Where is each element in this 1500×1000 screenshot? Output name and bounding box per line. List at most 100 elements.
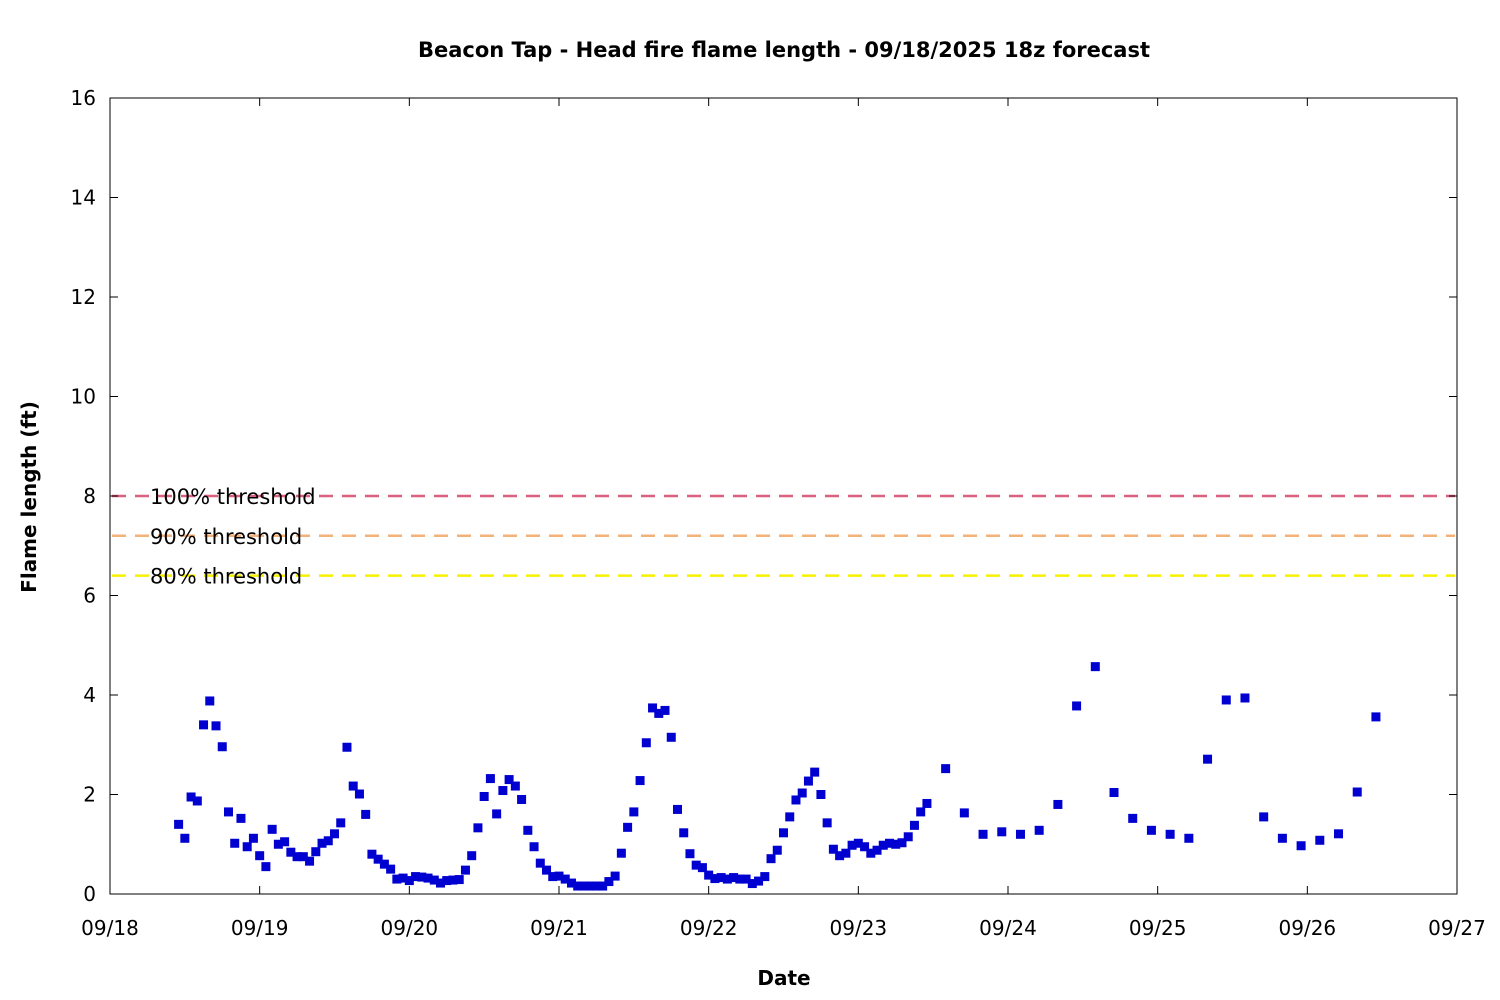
data-point: [330, 829, 339, 839]
data-point: [454, 875, 464, 885]
data-point: [336, 818, 346, 828]
data-point: [354, 789, 364, 799]
data-point: [641, 738, 651, 748]
data-point: [760, 872, 770, 882]
x-tick-label: 09/27: [1428, 916, 1486, 940]
data-point: [791, 795, 801, 805]
x-tick-label: 09/21: [530, 916, 588, 940]
chart-title: Beacon Tap - Head fire flame length - 09…: [418, 38, 1150, 62]
data-point: [903, 832, 913, 842]
data-point: [710, 874, 720, 884]
data-point: [323, 836, 333, 846]
data-point: [460, 865, 470, 875]
data-point: [959, 808, 969, 818]
threshold-label: 90% threshold: [150, 525, 302, 549]
data-point: [523, 825, 533, 835]
data-point: [722, 874, 732, 884]
data-point: [510, 781, 520, 791]
data-point: [174, 819, 184, 829]
data-point: [504, 775, 514, 785]
y-tick-label: 0: [83, 882, 96, 906]
plot-frame: [109, 97, 1458, 895]
data-point: [1240, 693, 1250, 703]
data-point: [916, 807, 926, 817]
data-point: [585, 881, 595, 891]
data-point: [1371, 712, 1381, 722]
data-point: [1128, 813, 1138, 823]
data-point: [766, 854, 776, 864]
data-point: [660, 705, 670, 715]
data-point: [398, 873, 408, 883]
data-point: [1015, 829, 1025, 839]
data-point: [610, 871, 620, 881]
data-point: [1072, 701, 1082, 711]
data-point: [735, 874, 745, 884]
data-point: [1352, 787, 1362, 797]
data-point: [317, 838, 327, 848]
y-tick-label: 16: [71, 86, 96, 110]
data-point: [629, 807, 639, 817]
data-point: [273, 839, 283, 849]
data-point: [436, 878, 446, 888]
data-point: [548, 872, 558, 882]
data-points: [174, 662, 1381, 891]
data-point: [885, 838, 895, 848]
data-point: [186, 792, 196, 802]
data-point: [467, 851, 477, 861]
x-tick-label: 09/22: [680, 916, 738, 940]
data-point: [697, 863, 707, 873]
x-tick-label: 09/18: [81, 916, 139, 940]
data-point: [835, 851, 845, 861]
data-point: [579, 881, 589, 891]
y-tick-label: 4: [83, 683, 96, 707]
data-point: [1053, 799, 1063, 809]
data-point: [878, 840, 888, 850]
data-point: [860, 842, 870, 852]
x-tick-label: 09/20: [381, 916, 439, 940]
data-point: [847, 840, 857, 850]
data-point: [236, 813, 246, 823]
data-point: [716, 873, 726, 883]
data-point: [217, 742, 227, 752]
y-tick-label: 2: [83, 783, 96, 807]
data-point: [810, 767, 820, 777]
data-point: [598, 881, 608, 891]
data-point: [517, 794, 527, 804]
data-point: [1090, 662, 1100, 672]
data-point: [205, 696, 215, 706]
data-point: [1165, 829, 1175, 839]
data-point: [280, 837, 290, 847]
data-point: [648, 703, 658, 713]
data-point: [691, 860, 701, 870]
data-point: [779, 828, 788, 838]
data-point: [473, 823, 483, 833]
x-tick-label: 09/19: [231, 916, 289, 940]
data-point: [1109, 788, 1119, 798]
data-point: [379, 859, 389, 869]
data-point: [498, 786, 508, 796]
data-point: [180, 833, 190, 843]
data-point: [1184, 833, 1194, 843]
data-point: [741, 874, 751, 884]
data-point: [386, 864, 396, 874]
data-point: [672, 804, 682, 814]
data-point: [485, 774, 495, 784]
axis-ticks: 09/18 09/19 09/20 09/21 09/22 09/23 09/24 09/25…: [71, 86, 1486, 940]
data-point: [361, 809, 371, 819]
y-tick-label: 6: [83, 584, 96, 608]
data-point: [891, 839, 901, 849]
x-tick-label: 09/24: [979, 916, 1037, 940]
data-point: [1203, 754, 1213, 764]
data-point: [1315, 835, 1325, 845]
y-tick-label: 8: [83, 484, 96, 508]
data-point: [1034, 825, 1044, 835]
threshold-lines: 100% threshold 90% threshold 80% threshold: [112, 485, 1455, 589]
data-point: [223, 807, 233, 817]
data-point: [261, 862, 271, 872]
data-point: [978, 829, 988, 839]
data-point: [573, 881, 583, 891]
data-point: [1259, 812, 1269, 822]
data-point: [404, 876, 414, 886]
